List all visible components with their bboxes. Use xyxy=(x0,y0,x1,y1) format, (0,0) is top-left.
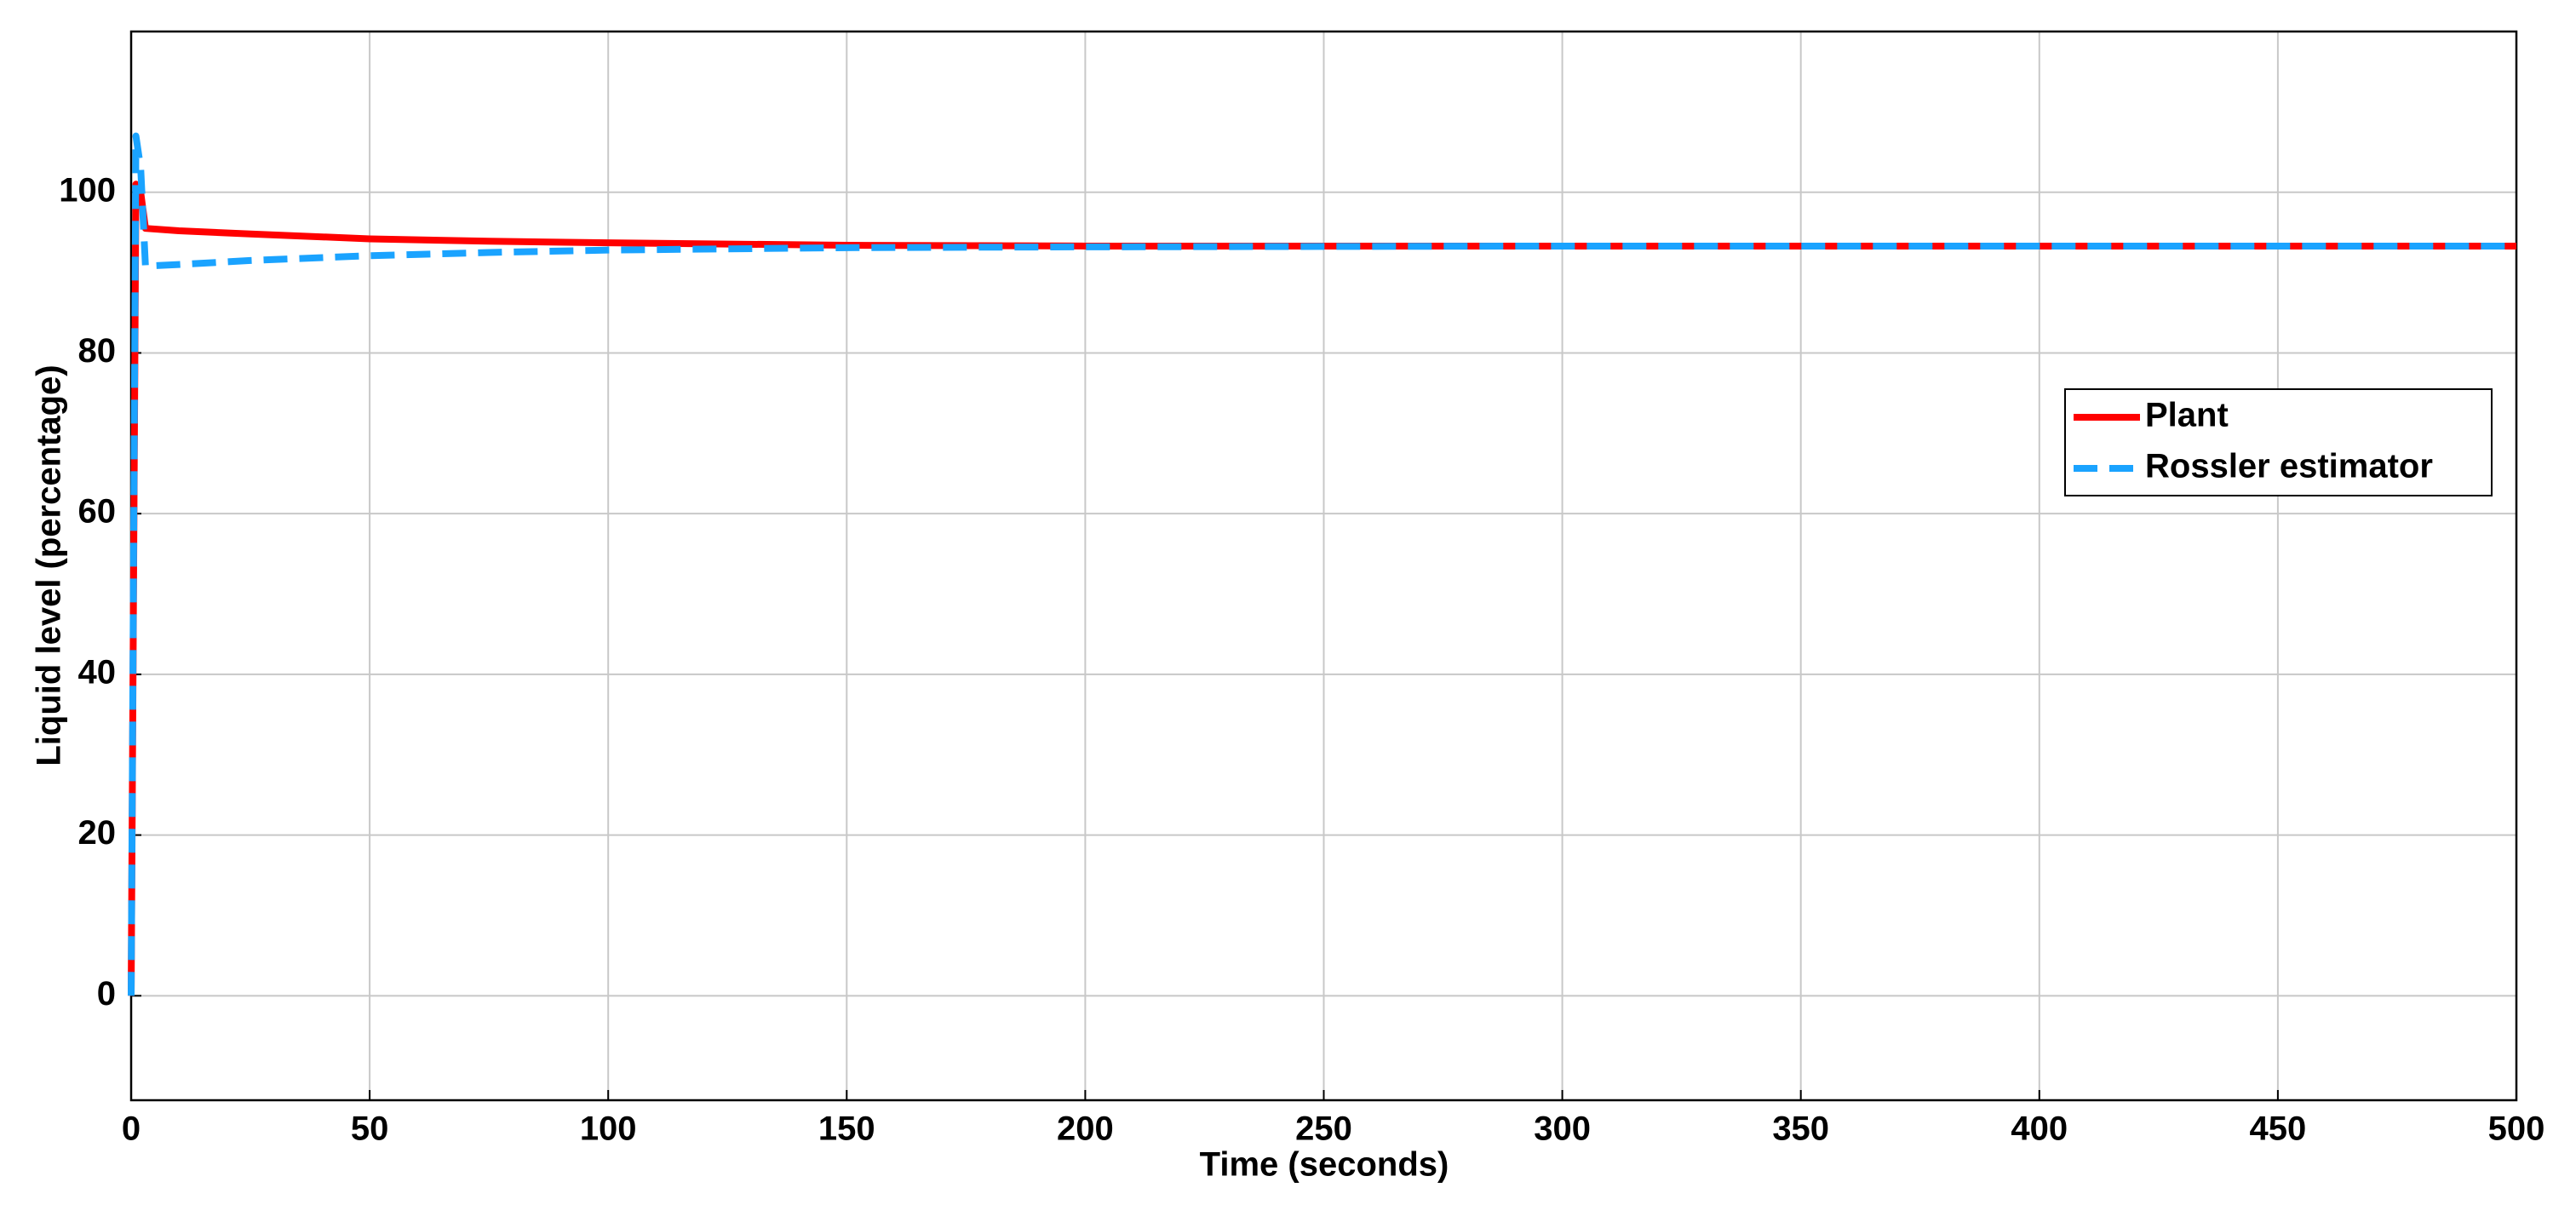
y-tick-label: 80 xyxy=(78,332,117,370)
x-tick-label: 200 xyxy=(1057,1110,1114,1148)
legend-label: Plant xyxy=(2145,397,2229,434)
y-tick-label: 20 xyxy=(78,814,117,852)
y-tick-label: 40 xyxy=(78,653,117,691)
y-tick-label: 60 xyxy=(78,493,117,531)
legend-box xyxy=(2064,388,2493,496)
x-tick-label: 50 xyxy=(351,1110,389,1148)
y-tick-label: 0 xyxy=(97,975,116,1013)
y-axis-label: Liquid level (percentage) xyxy=(31,364,68,766)
x-tick-label: 450 xyxy=(2250,1110,2307,1148)
x-tick-label: 350 xyxy=(1772,1110,1829,1148)
x-tick-label: 150 xyxy=(818,1110,875,1148)
x-axis-label: Time (seconds) xyxy=(1200,1146,1449,1184)
x-tick-label: 400 xyxy=(2011,1110,2068,1148)
legend-label: Rossler estimator xyxy=(2145,448,2433,485)
x-tick-label: 0 xyxy=(122,1110,141,1148)
x-tick-label: 300 xyxy=(1534,1110,1591,1148)
x-tick-label: 250 xyxy=(1295,1110,1352,1148)
x-tick-label: 100 xyxy=(580,1110,637,1148)
y-tick-label: 100 xyxy=(59,171,116,209)
x-tick-label: 500 xyxy=(2488,1110,2545,1148)
